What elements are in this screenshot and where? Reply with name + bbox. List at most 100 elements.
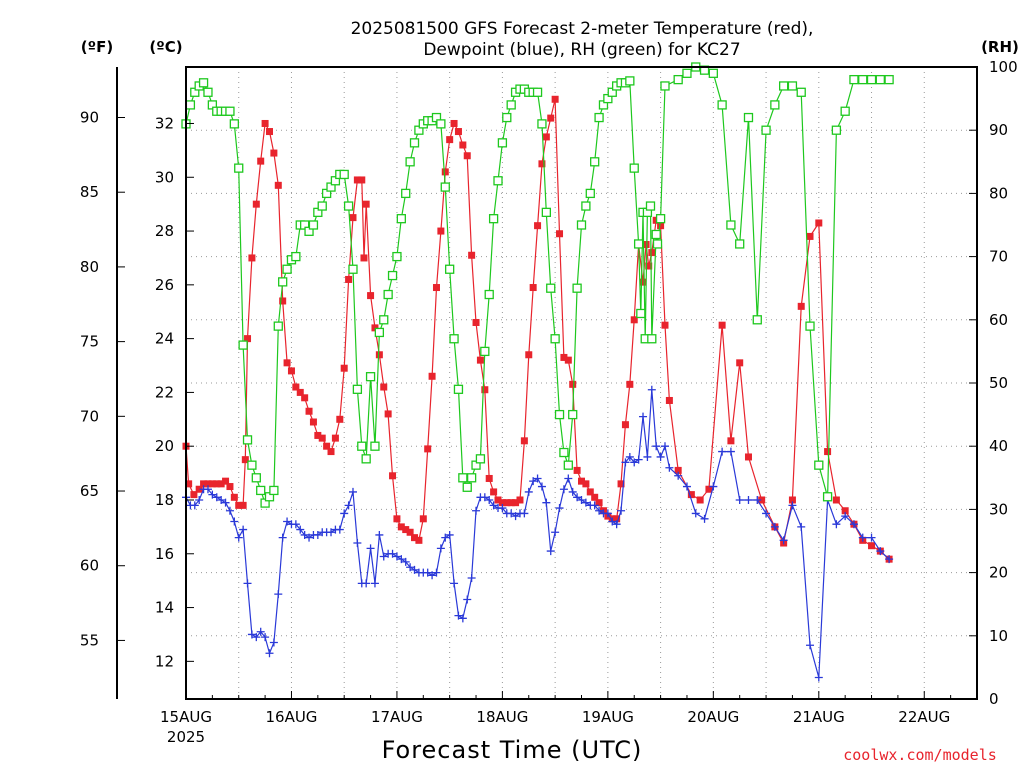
dewpoint-point	[546, 547, 555, 556]
dewpoint-point	[753, 495, 762, 504]
temperature-point	[639, 278, 647, 286]
rh-point	[840, 106, 850, 116]
temperature-point	[360, 254, 368, 262]
rh-tick-label: 60	[989, 311, 1008, 329]
temperature-point	[815, 219, 823, 227]
dewpoint-point	[814, 673, 823, 682]
temperature-point	[705, 485, 713, 493]
rh-point	[660, 81, 670, 91]
temperature-point	[226, 483, 234, 491]
rh-point	[787, 81, 798, 91]
dewpoint-point	[709, 482, 718, 491]
celsius-tick-label: 22	[155, 383, 174, 401]
dewpoint-point	[634, 455, 643, 464]
dewpoint-point	[397, 555, 406, 564]
rh-point	[251, 473, 261, 483]
temperature-point	[468, 251, 476, 259]
dewpoint-point	[885, 555, 894, 564]
temperature-point	[415, 536, 423, 544]
dewpoint-point	[327, 528, 336, 537]
dewpoint-point	[256, 627, 265, 636]
rh-point	[308, 220, 319, 230]
temperature-point	[534, 222, 542, 230]
temperature-point	[595, 499, 603, 507]
temperature-point	[283, 359, 291, 367]
temperature-point	[758, 496, 766, 504]
temperature-point	[696, 496, 704, 504]
temperature-point	[362, 200, 370, 208]
rh-point	[361, 454, 371, 464]
temperature-point	[244, 335, 252, 343]
dewpoint-point	[639, 412, 648, 421]
rh-unit-label: (RH)	[981, 38, 1019, 56]
rh-point	[357, 441, 367, 451]
rh-point	[458, 473, 468, 483]
temperature-point	[318, 434, 326, 442]
rh-tick-label: 50	[989, 374, 1008, 392]
temperature-point	[736, 359, 744, 367]
temperature-point	[327, 448, 335, 456]
dewpoint-point	[770, 522, 779, 531]
dewpoint-point	[744, 495, 753, 504]
dewpoint-point	[379, 552, 388, 561]
rh-point	[462, 482, 472, 492]
rh-point	[383, 289, 393, 300]
dewpoint-point	[568, 487, 577, 496]
temperature-point	[476, 356, 484, 364]
dewpoint-point	[590, 501, 599, 510]
celsius-tick-label: 14	[155, 599, 174, 617]
rh-point	[822, 492, 833, 502]
temperature-point	[727, 437, 735, 445]
dewpoint-point	[423, 568, 432, 577]
rh-tick-label: 0	[989, 690, 999, 708]
rh-tick-label: 30	[989, 500, 1008, 518]
temperature-point	[806, 232, 814, 240]
temperature-point	[551, 95, 559, 103]
rh-point	[343, 201, 354, 211]
dewpoint-point	[511, 512, 520, 521]
celsius-tick-label: 18	[155, 491, 174, 509]
rh-point	[475, 454, 486, 464]
temperature-point	[406, 528, 414, 536]
x-tick-label: 20AUG	[687, 708, 739, 726]
temperature-point	[428, 372, 436, 380]
temperature-point	[490, 488, 498, 496]
dewpoint-point	[643, 452, 652, 461]
dewpoint-point	[485, 495, 494, 504]
temperature-point	[279, 297, 287, 305]
celsius-tick-label: 28	[155, 222, 174, 240]
rh-point	[493, 176, 503, 186]
dewpoint-point	[489, 501, 498, 510]
temperature-point	[556, 230, 564, 238]
temperature-point	[446, 136, 454, 144]
dewpoint-point	[296, 525, 305, 534]
fahrenheit-tick-label: 60	[80, 557, 99, 575]
dewpoint-point	[656, 452, 665, 461]
dewpoint-point	[278, 533, 287, 542]
dewpoint-point	[313, 530, 322, 539]
dewpoint-point	[797, 522, 806, 531]
dewpoint-point	[573, 493, 582, 502]
credit-text: coolwx.com/models	[843, 746, 997, 764]
temperature-point	[397, 523, 405, 531]
rh-point	[743, 112, 754, 123]
fahrenheit-tick-label: 75	[80, 333, 99, 351]
dewpoint-point	[203, 485, 212, 494]
rh-point	[436, 119, 446, 129]
dewpoint-point	[832, 520, 841, 529]
rh-tick-label: 10	[989, 627, 1008, 645]
dewpoint-point	[559, 485, 568, 494]
rh-point	[488, 214, 499, 224]
x-year-label: 2025	[167, 728, 205, 746]
dewpoint-point	[208, 490, 217, 499]
temperature-point	[384, 410, 392, 418]
fahrenheit-tick-label: 65	[80, 482, 99, 500]
rh-point	[585, 188, 595, 199]
temperature-point	[314, 431, 322, 439]
dewpoint-point	[305, 533, 314, 542]
rh-point	[370, 441, 380, 451]
x-tick-label: 17AUG	[371, 708, 423, 726]
rh-point	[875, 74, 885, 85]
rh-point	[282, 264, 292, 274]
dewpoint-point	[647, 385, 656, 394]
